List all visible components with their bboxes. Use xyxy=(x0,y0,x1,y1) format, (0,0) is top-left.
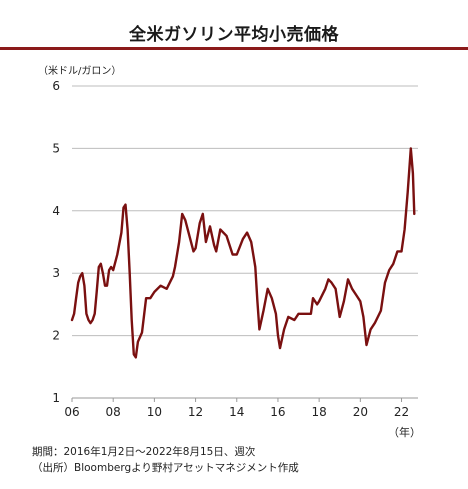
title-underline xyxy=(0,47,468,50)
y-tick-label: 6 xyxy=(52,79,60,93)
gridlines xyxy=(72,85,418,337)
y-axis-unit-label: （米ドル/ガロン） xyxy=(38,66,122,77)
period-note: 期間：2016年1月2日～2022年8月15日、週次 xyxy=(32,446,256,458)
y-tick-label: 5 xyxy=(52,141,60,155)
x-tick-label: 08 xyxy=(106,405,121,419)
y-tick-label: 1 xyxy=(52,391,60,405)
x-tick-label: 16 xyxy=(270,405,285,419)
series-line-0 xyxy=(70,147,416,359)
y-axis-ticks: 1 2 3 4 5 6 xyxy=(52,79,60,405)
x-tick-label: 22 xyxy=(394,405,409,419)
y-tick-label: 3 xyxy=(52,266,60,280)
y-tick-label: 4 xyxy=(52,204,60,218)
x-tick-label: 20 xyxy=(353,405,368,419)
x-tick-label: 12 xyxy=(188,405,203,419)
y-tick-label: 2 xyxy=(52,329,60,343)
series-group xyxy=(70,147,416,359)
x-axis-ticks: 06 08 10 12 14 16 18 20 22 xyxy=(64,398,409,419)
x-axis-unit-label: （年） xyxy=(388,426,421,439)
x-tick-label: 14 xyxy=(229,405,244,419)
x-tick-label: 10 xyxy=(147,405,162,419)
x-tick-label: 18 xyxy=(312,405,327,419)
source-note: （出所）Bloombergより野村アセットマネジメント作成 xyxy=(32,462,299,474)
chart-title: 全米ガソリン平均小売価格 xyxy=(129,25,339,45)
x-tick-label: 06 xyxy=(64,405,79,419)
